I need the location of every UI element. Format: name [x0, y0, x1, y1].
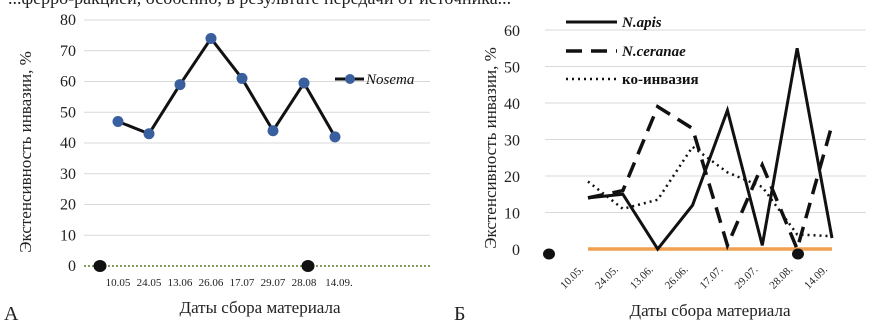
chart-b: 0 10 20 30 40 50 60 10.05. 24.05. 13.06. 26.06. 17… [454, 15, 866, 323]
chart-a-x-tick-label: 14.09. [325, 277, 353, 289]
chart-b-baseline-dot [792, 248, 804, 260]
chart-b-x-tick-label: 28.08. [767, 263, 795, 291]
chart-a-legend: Nosema [335, 72, 414, 88]
chart-b-x-tick-label: 17.07. [698, 263, 726, 291]
chart-b-y-tick-label: 10 [504, 206, 520, 223]
chart-a-y-ticks: 0 10 20 30 40 50 60 70 80 [60, 12, 76, 275]
chart-b-marks [543, 47, 834, 260]
chart-a-data-point [174, 79, 186, 91]
chart-a-y-tick-label: 10 [60, 227, 76, 244]
chart-b-baseline-dot [543, 248, 555, 260]
chart-a-data-point [205, 32, 217, 44]
chart-b-x-ticks: 10.05. 24.05. 13.06. 26.06. 17.07. 29.07. 28.0… [558, 263, 830, 291]
chart-b-y-ticks: 0 10 20 30 40 50 60 [504, 23, 520, 259]
chart-a-series-line [117, 36, 337, 138]
chart-a-y-tick-label: 70 [60, 43, 76, 60]
chart-a-data-point [329, 131, 341, 143]
chart-a-y-tick-label: 0 [68, 258, 76, 275]
chart-b-panel-label: Б [454, 303, 465, 323]
top-text: ...ферро-ракцией, особенно, в результате… [8, 0, 511, 8]
chart-a-x-axis-label: Даты сбора материала [179, 298, 340, 317]
chart-a-x-tick-label: 17.07 [230, 277, 255, 289]
chart-a-marks [93, 32, 341, 272]
chart-b-series-line-dashed [587, 104, 834, 255]
chart-a-baseline-dot [93, 260, 107, 272]
chart-b-y-tick-label: 60 [504, 23, 520, 40]
chart-b-y-axis-label: Экстенсивность инвазии, % [481, 47, 500, 248]
chart-b-legend: N.apis N.ceranae ко-инвазия [566, 15, 699, 88]
chart-a-grid [84, 19, 430, 267]
chart-a-legend-label: Nosema [365, 72, 414, 88]
chart-b-grid [545, 29, 866, 251]
chart-a-data-point [143, 128, 155, 140]
chart-a-x-tick-label: 28.08 [292, 277, 317, 289]
chart-a: 0 10 20 30 40 50 60 70 80 10.05 24.05 13.06 26.06 17… [4, 12, 430, 323]
chart-b-series-line-solid [587, 47, 834, 252]
chart-b-y-tick-label: 30 [504, 133, 520, 150]
chart-a-legend-marker [345, 74, 355, 84]
chart-b-x-tick-label: 10.05. [558, 263, 586, 291]
chart-a-y-tick-label: 80 [60, 12, 76, 29]
chart-a-x-tick-label: 24.05 [137, 277, 162, 289]
chart-a-data-point [267, 125, 279, 137]
chart-a-y-tick-label: 40 [60, 135, 76, 152]
chart-b-x-axis-label: Даты сбора материала [629, 301, 790, 320]
chart-a-x-ticks: 10.05 24.05 13.06 26.06 17.07 29.07 28.08 14.09… [106, 277, 353, 289]
chart-a-baseline-dot [301, 260, 315, 272]
chart-a-x-tick-label: 13.06 [168, 277, 193, 289]
chart-a-y-axis-label: Экстенсивность инвазии, % [16, 51, 35, 252]
chart-a-y-tick-label: 30 [60, 166, 76, 183]
chart-a-y-tick-label: 50 [60, 104, 76, 121]
chart-b-legend-label: ко-инвазия [622, 72, 699, 88]
chart-b-legend-label: N.ceranae [621, 44, 686, 60]
chart-b-y-tick-label: 50 [504, 60, 520, 77]
chart-a-x-tick-label: 26.06 [199, 277, 224, 289]
chart-b-x-tick-label: 24.05. [593, 263, 621, 291]
chart-a-data-point [112, 115, 124, 127]
chart-b-y-tick-label: 20 [504, 169, 520, 186]
chart-a-data-point [236, 72, 248, 84]
chart-a-x-tick-label: 29.07 [261, 277, 286, 289]
chart-b-y-tick-label: 0 [512, 242, 520, 259]
chart-b-x-tick-label: 13.06. [628, 263, 656, 291]
chart-a-y-tick-label: 60 [60, 74, 76, 91]
chart-a-x-tick-label: 10.05 [106, 277, 131, 289]
chart-a-panel-label: А [4, 303, 19, 323]
chart-b-y-tick-label: 40 [504, 96, 520, 113]
chart-b-x-tick-label: 14.09. [802, 263, 830, 291]
chart-b-x-tick-label: 29.07. [732, 263, 760, 291]
chart-b-x-tick-label: 26.06. [663, 263, 691, 291]
chart-a-data-point [298, 77, 310, 89]
chart-a-y-tick-label: 20 [60, 197, 76, 214]
chart-b-legend-label: N.apis [621, 15, 662, 31]
